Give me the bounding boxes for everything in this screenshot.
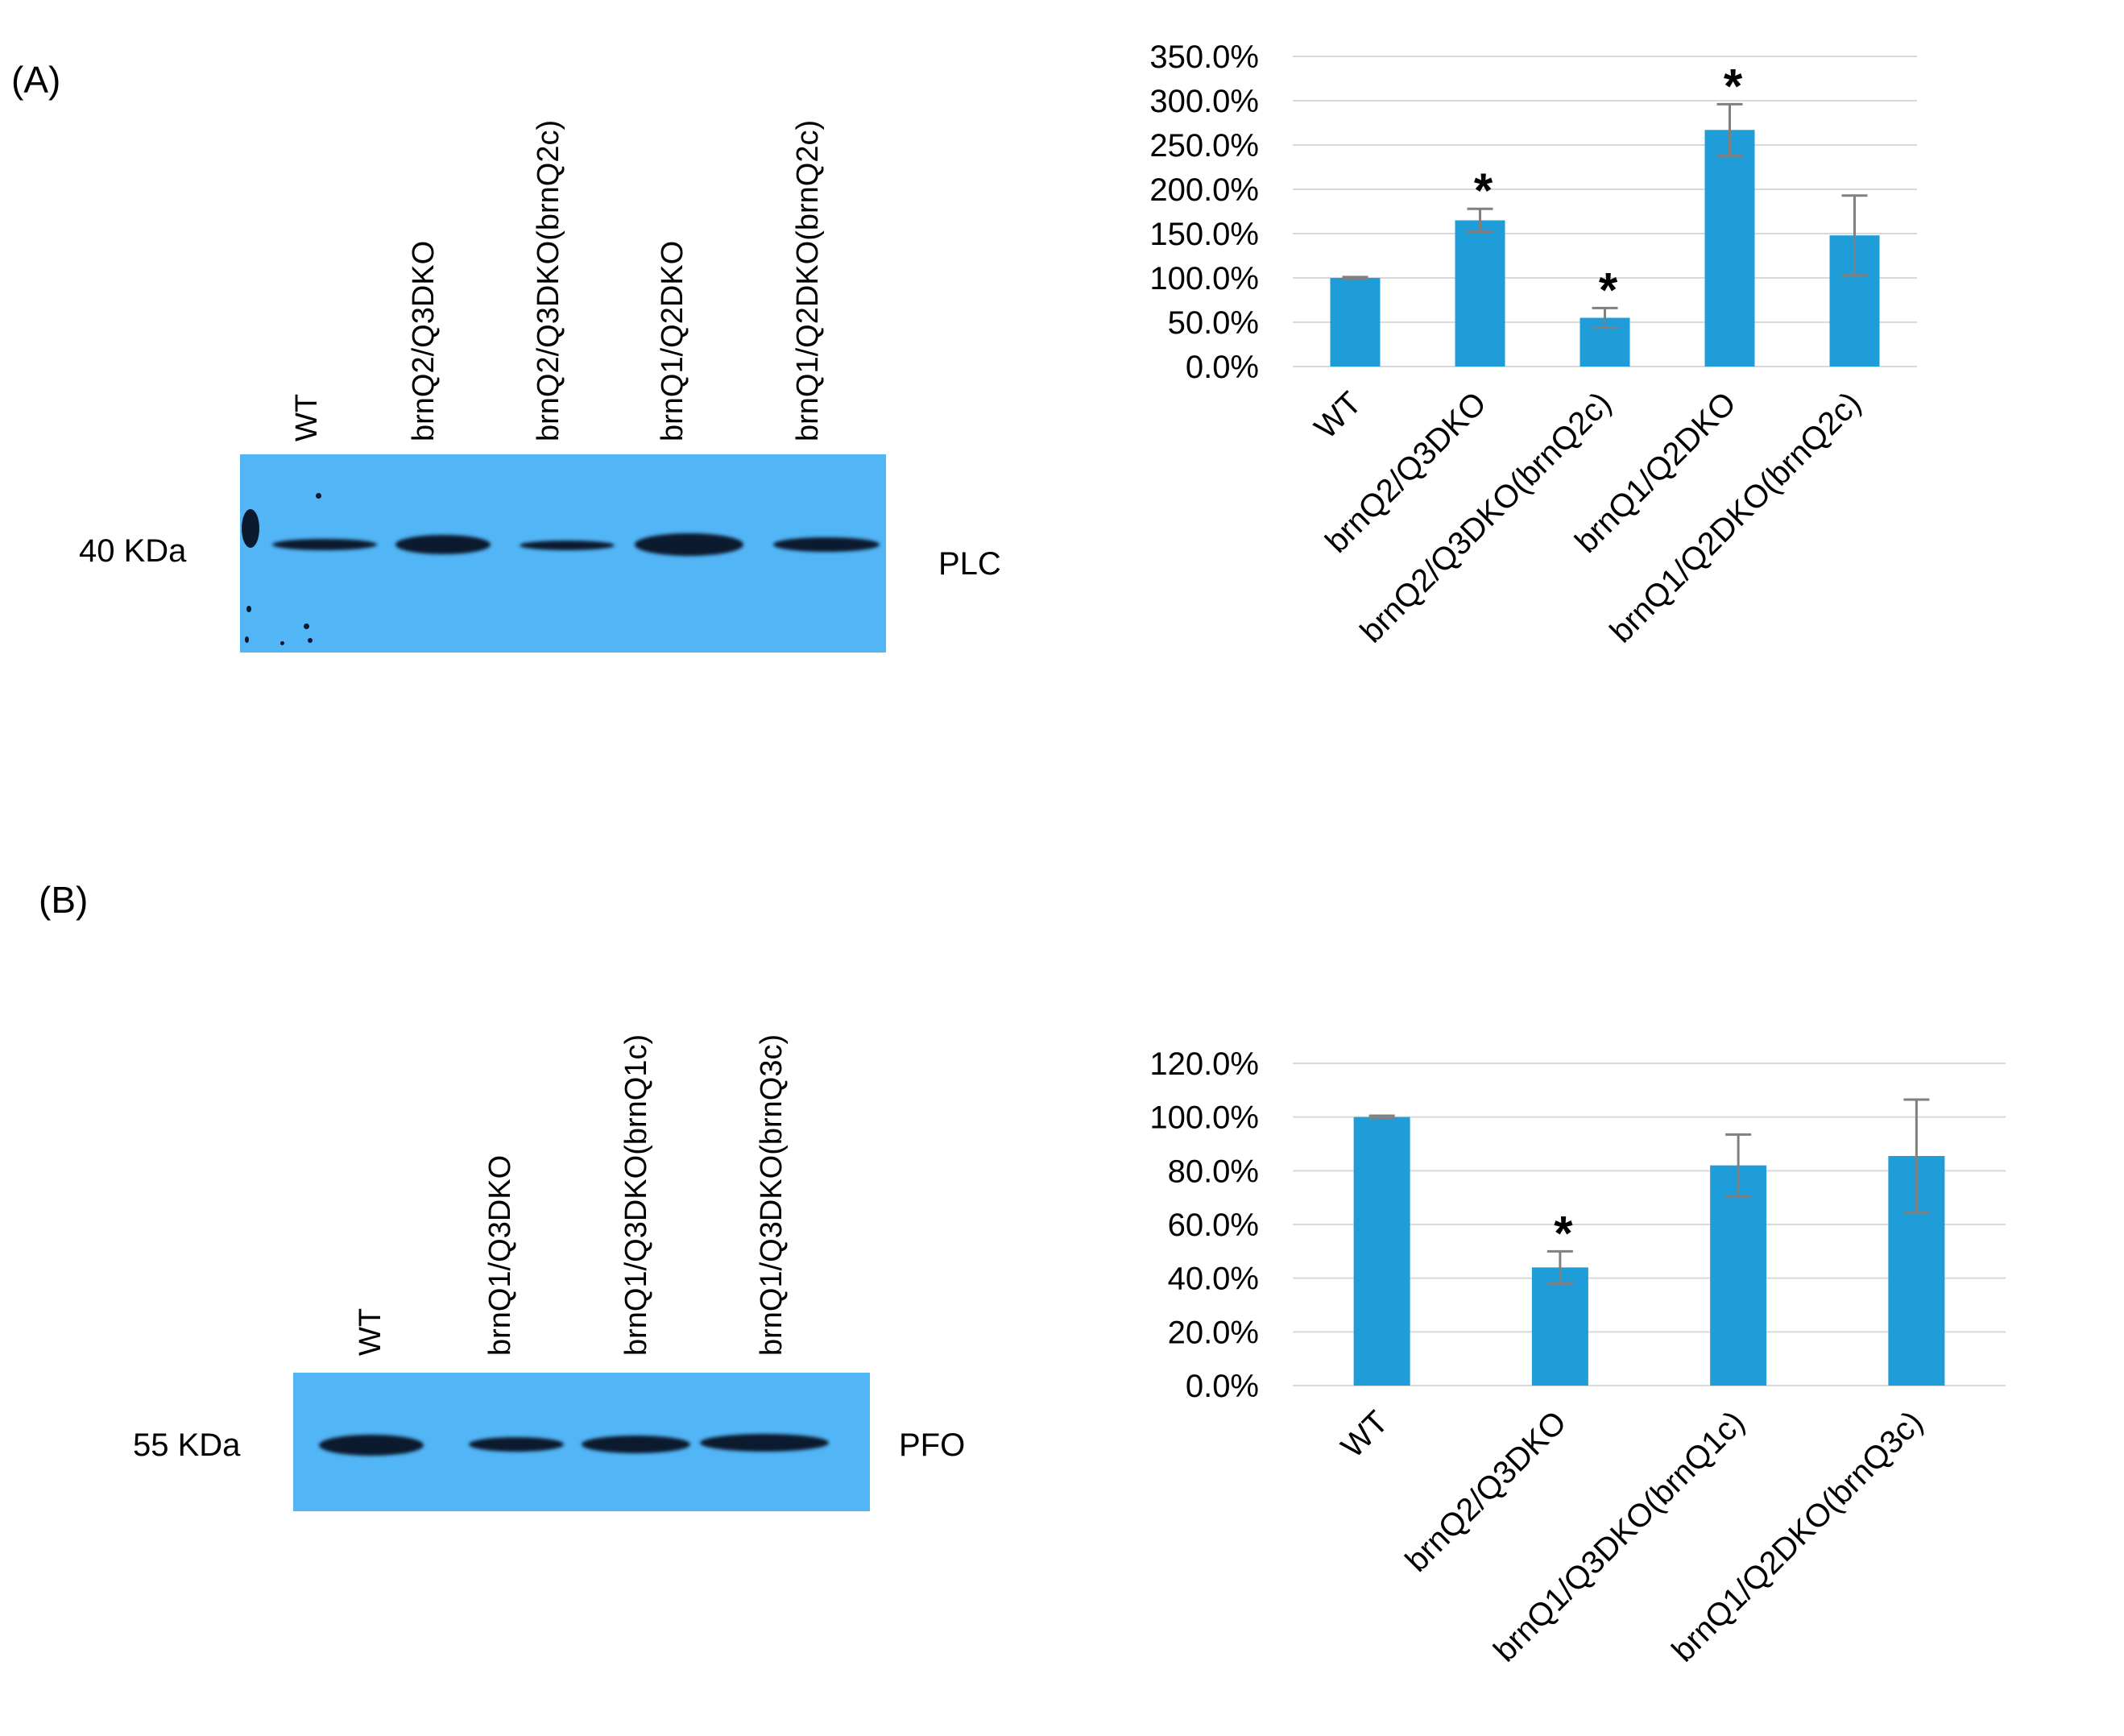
blot-band [520, 541, 615, 550]
blot-speck [245, 636, 249, 643]
bar [1710, 1165, 1767, 1386]
y-tick-label: 60.0% [1168, 1208, 1259, 1243]
blot-lane-label: brnQ1/Q2DKO(brnQ2c) [791, 119, 825, 441]
blot-protein-label-a: PLC [938, 546, 1001, 582]
western-blot-a [240, 454, 886, 653]
significance-marker: * [1724, 59, 1743, 113]
blot-speck [304, 624, 309, 629]
y-tick-label: 300.0% [1149, 84, 1259, 119]
blot-band [469, 1437, 564, 1452]
blot-size-label-b: 55 KDa [133, 1427, 241, 1463]
x-tick-label: WT [1335, 1404, 1395, 1465]
y-tick-label: 250.0% [1149, 128, 1259, 164]
blot-band [773, 537, 880, 552]
blot-band [272, 539, 377, 550]
blot-band [395, 535, 491, 554]
blot-lane-label: WT [354, 1307, 387, 1356]
y-tick-label: 150.0% [1149, 217, 1259, 252]
significance-marker: * [1554, 1206, 1573, 1260]
bar [1455, 220, 1505, 367]
blot-lane-label: brnQ1/Q3DKO(brnQ1c) [619, 1034, 653, 1356]
blot-lane-label: brnQ1/Q2DKO [656, 240, 689, 441]
blot-speck [316, 493, 321, 499]
y-tick-label: 80.0% [1168, 1154, 1259, 1189]
bar [1531, 1267, 1588, 1386]
bar [1353, 1117, 1410, 1386]
x-tick-label: WT [1308, 385, 1368, 445]
blot-lane-label: brnQ1/Q3DKO [483, 1154, 517, 1356]
y-tick-label: 200.0% [1149, 172, 1259, 208]
x-tick-label: brnQ1/Q2DKO(brnQ2c) [1604, 385, 1868, 649]
panel-label-b: (B) [39, 879, 89, 921]
blot-band [319, 1435, 424, 1456]
blot-lane-label: WT [290, 393, 324, 441]
y-tick-label: 120.0% [1149, 1047, 1259, 1082]
blot-band [582, 1436, 690, 1453]
y-tick-label: 20.0% [1168, 1315, 1259, 1350]
panel-label-a: (A) [11, 59, 61, 101]
blot-size-label-a: 40 KDa [79, 533, 187, 569]
blot-band [635, 533, 743, 556]
blot-lane-label: brnQ1/Q3DKO(brnQ3c) [755, 1034, 789, 1356]
bar [1330, 278, 1381, 367]
y-tick-label: 350.0% [1149, 39, 1259, 75]
y-tick-label: 0.0% [1186, 350, 1259, 385]
x-tick-label: brnQ2/Q3DKO [1399, 1404, 1574, 1579]
x-tick-label: brnQ2/Q3DKO(brnQ2c) [1354, 385, 1618, 649]
blot-band [700, 1434, 829, 1452]
significance-marker: * [1474, 164, 1493, 218]
western-blot-b [293, 1373, 870, 1511]
y-tick-label: 50.0% [1168, 305, 1259, 341]
blot-protein-label-b: PFO [899, 1427, 966, 1463]
y-tick-label: 100.0% [1149, 261, 1259, 296]
blot-speck [242, 509, 259, 548]
significance-marker: * [1599, 263, 1618, 317]
bar [1704, 130, 1755, 367]
y-tick-label: 0.0% [1186, 1369, 1259, 1404]
blot-speck [246, 606, 251, 612]
bar-chart-b: 0.0% 20.0% 40.0% 60.0% 80.0% 100.0% 120.0% WT * b… [1149, 1047, 2006, 1668]
y-tick-label: 40.0% [1168, 1262, 1259, 1297]
blot-speck [280, 641, 284, 645]
y-tick-label: 100.0% [1149, 1100, 1259, 1136]
blot-speck [308, 638, 313, 643]
blot-lane-label: brnQ2/Q3DKO(brnQ2c) [532, 119, 565, 441]
blot-lane-label: brnQ2/Q3DKO [407, 240, 441, 441]
bar-chart-a: 0.0% 50.0% 100.0% 150.0% 200.0% 250.0% 300.0% 3… [1149, 39, 1917, 649]
